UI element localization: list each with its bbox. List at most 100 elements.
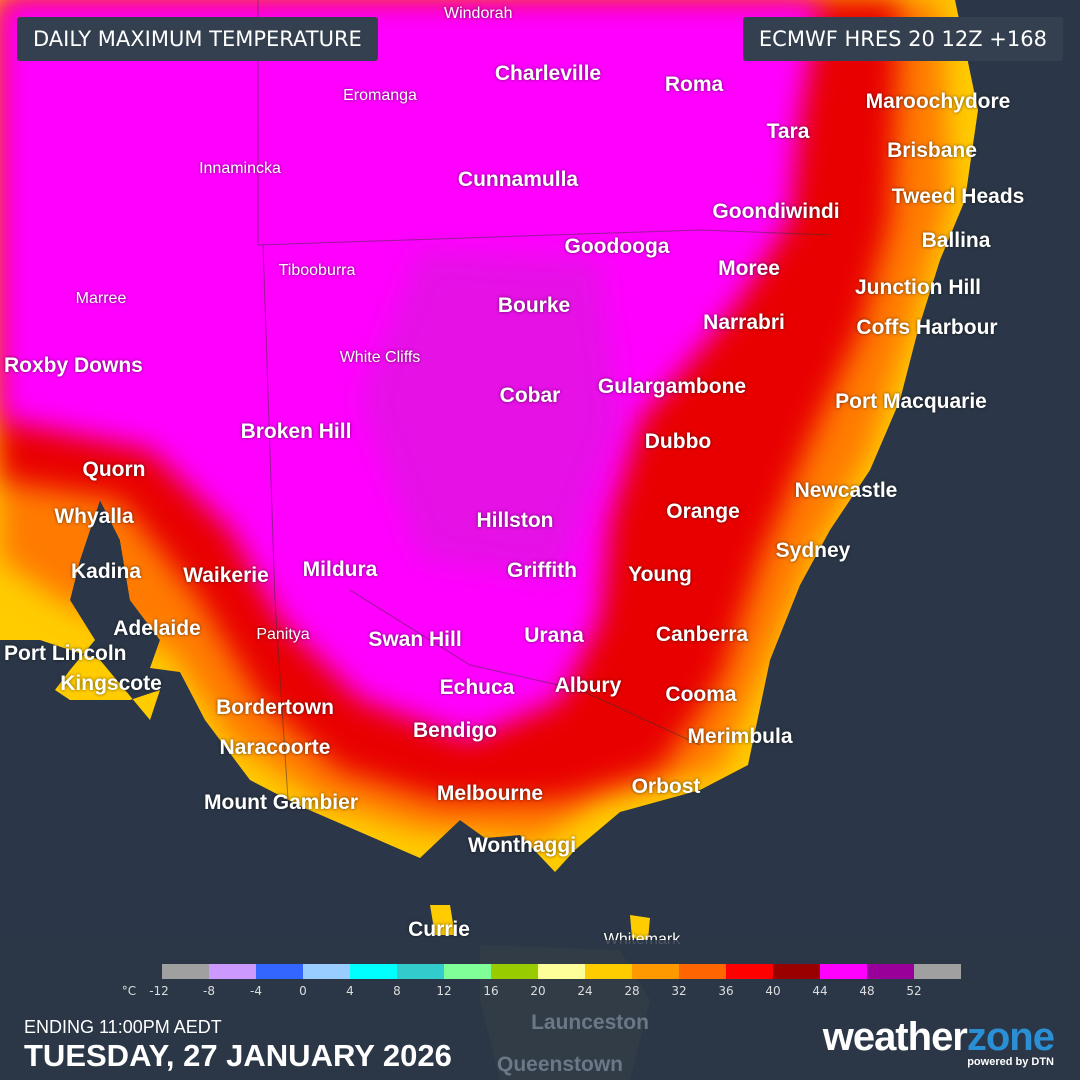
logo-text: weather [822, 1015, 968, 1059]
city-label: Marree [75, 290, 127, 307]
city-label: Roxby Downs [4, 354, 143, 377]
city-label: Cobar [499, 384, 561, 407]
city-label: Naracoorte [219, 736, 331, 759]
city-label: Merimbula [687, 725, 793, 748]
scale-tick: 44 [812, 984, 828, 998]
scale-tick: 12 [436, 984, 452, 998]
city-label: Urana [524, 624, 584, 647]
scale-tick: 48 [859, 984, 875, 998]
scale-tick: 8 [393, 984, 401, 998]
city-label: Hillston [476, 509, 554, 532]
city-label: Panitya [256, 626, 310, 643]
scale-swatch [256, 964, 303, 979]
city-label: Swan Hill [368, 628, 462, 651]
city-label: Griffith [507, 559, 577, 582]
city-label: Whyalla [54, 505, 134, 528]
city-label: Coffs Harbour [856, 316, 998, 339]
weatherzone-logo: weatherzone powered by DTN [822, 1015, 1055, 1068]
city-label: Albury [554, 674, 622, 697]
city-label: Bourke [497, 294, 571, 317]
color-scale [162, 964, 961, 979]
city-label: Ballina [921, 229, 991, 252]
scale-tick: -12 [149, 984, 169, 998]
city-label: Goondiwindi [712, 200, 840, 223]
scale-swatch [491, 964, 538, 979]
scale-swatch [397, 964, 444, 979]
city-label: Bendigo [413, 719, 497, 742]
scale-tick: 0 [299, 984, 307, 998]
scale-swatch [820, 964, 867, 979]
scale-swatch [632, 964, 679, 979]
city-label: Waikerie [183, 564, 269, 587]
city-label: Maroochydore [865, 90, 1011, 113]
scale-ticks: °C -12 -8 -4 0 4 8 12 16 20 24 28 32 36 40 44 48 52 [118, 984, 1018, 1000]
city-label: Cooma [665, 683, 737, 706]
logo-text-accent: zone [966, 1015, 1055, 1059]
city-label: Port Macquarie [835, 390, 987, 413]
city-label: Quorn [82, 458, 146, 481]
scale-tick: 16 [483, 984, 499, 998]
city-label: Bordertown [216, 696, 334, 719]
scale-swatch [773, 964, 820, 979]
logo-tagline: powered by DTN [967, 1056, 1054, 1068]
city-label: Tweed Heads [891, 185, 1025, 208]
city-label: Newcastle [794, 479, 898, 502]
city-label: Brisbane [887, 139, 977, 162]
city-label: Queenstown [496, 1053, 624, 1076]
scale-swatch [350, 964, 397, 979]
city-label: Goodooga [564, 235, 670, 258]
scale-swatch [867, 964, 914, 979]
scale-swatch [209, 964, 256, 979]
scale-swatch [585, 964, 632, 979]
scale-tick: 4 [346, 984, 354, 998]
city-label: Charleville [494, 62, 602, 85]
city-label: Tara [766, 120, 810, 143]
city-label: White Cliffs [339, 349, 421, 366]
city-label: Eromanga [343, 87, 417, 104]
city-label: Narrabri [703, 311, 785, 334]
city-label: Wonthaggi [467, 834, 577, 857]
city-label: Echuca [439, 676, 515, 699]
scale-unit: °C [121, 984, 137, 998]
city-label: Kingscote [60, 672, 162, 695]
scale-tick: 28 [624, 984, 640, 998]
city-label: Cunnamulla [457, 168, 579, 191]
city-label: Port Lincoln [4, 642, 127, 665]
map-title: DAILY MAXIMUM TEMPERATURE [17, 17, 378, 61]
city-label: Dubbo [644, 430, 712, 453]
city-label: Sydney [775, 539, 851, 562]
city-label: Junction Hill [855, 276, 981, 299]
scale-tick: 32 [671, 984, 687, 998]
scale-swatch [679, 964, 726, 979]
city-label: Moree [718, 257, 780, 280]
city-label: Mildura [302, 558, 378, 581]
scale-swatch [726, 964, 773, 979]
city-label: Innamincka [199, 160, 281, 177]
legend-panel [0, 940, 1080, 1080]
scale-swatch [303, 964, 350, 979]
scale-tick: 36 [718, 984, 734, 998]
model-run-label: ECMWF HRES 20 12Z +168 [742, 17, 1063, 61]
scale-tick: 52 [906, 984, 922, 998]
city-label: Orbost [631, 775, 701, 798]
scale-tick: -4 [250, 984, 262, 998]
city-label: Young [628, 563, 692, 586]
city-label: Kadina [70, 560, 142, 583]
city-label: Canberra [655, 623, 749, 646]
ending-time: ENDING 11:00PM AEDT [24, 1017, 222, 1037]
city-label: Melbourne [436, 782, 544, 805]
city-label: Windorah [444, 5, 513, 22]
city-label: Adelaide [113, 617, 201, 640]
city-label: Roma [664, 73, 724, 96]
city-label: Launceston [531, 1011, 649, 1034]
city-label: Mount Gambier [203, 791, 359, 814]
scale-tick: 24 [577, 984, 593, 998]
scale-tick: 20 [530, 984, 546, 998]
city-label: Orange [666, 500, 740, 523]
scale-swatch [538, 964, 585, 979]
scale-swatch [914, 964, 961, 979]
city-label: Currie [408, 918, 470, 941]
scale-swatch [444, 964, 491, 979]
city-label: Tibooburra [278, 262, 356, 279]
